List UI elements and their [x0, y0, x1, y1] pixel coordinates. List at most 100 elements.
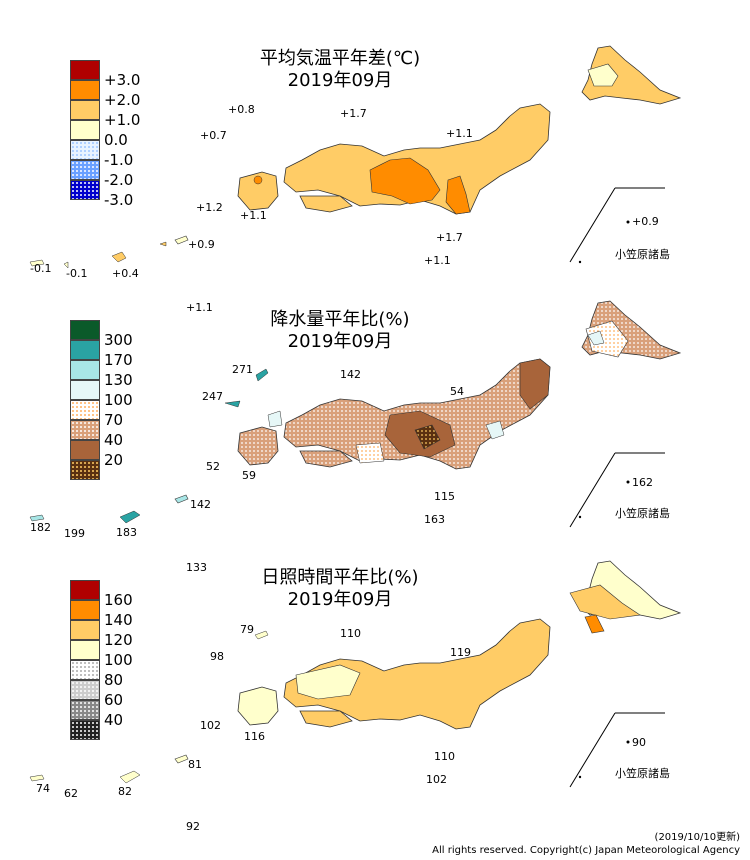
sunshine-title-line2: 2019年09月 — [287, 589, 393, 610]
temperature-panel: 平均気温平年差(℃) 2019年09月 +3.0 +2.0 +1.0 0.0 -… — [0, 0, 750, 314]
legend-label: 20 — [104, 451, 124, 469]
east-warm-zone — [445, 175, 471, 215]
legend-label: 0.0 — [104, 131, 128, 149]
station-value: +0.4 — [112, 267, 139, 280]
station-value: -0.1 — [66, 267, 88, 280]
shikoku-region — [299, 450, 353, 468]
legend-label: -3.0 — [104, 191, 134, 209]
station-value: 79 — [240, 623, 254, 636]
legend-swatch — [70, 160, 100, 180]
legend-label: 100 — [104, 391, 133, 409]
legend-swatch — [70, 720, 100, 740]
station-value: +1.1 — [186, 301, 213, 314]
honshu-region — [283, 618, 551, 730]
station-value: 54 — [450, 385, 464, 398]
hokkaido-region — [581, 45, 682, 105]
legend-label: 300 — [104, 331, 133, 349]
legend-label: 80 — [104, 671, 124, 689]
sunshine-title-line1: 日照時間平年比(%) — [261, 567, 419, 588]
legend-label: +3.0 — [104, 71, 141, 89]
legend-label: 100 — [104, 651, 133, 669]
shikoku-region — [299, 710, 353, 728]
ogasawara-label: 小笠原諸島 — [615, 248, 670, 261]
legend-swatch — [70, 440, 100, 460]
station-value: +0.9 — [632, 215, 659, 228]
legend-label: 60 — [104, 691, 124, 709]
sunshine-title: 日照時間平年比(%) 2019年09月 — [250, 567, 430, 611]
station-value: 163 — [424, 513, 445, 526]
legend-label: -1.0 — [104, 151, 134, 169]
station-value: 110 — [340, 627, 361, 640]
station-value: 247 — [202, 390, 223, 403]
legend-swatch — [70, 360, 100, 380]
footer: (2019/10/10更新) All rights reserved. Copy… — [432, 831, 740, 857]
station-value: 62 — [64, 787, 78, 800]
station-value: 133 — [186, 561, 207, 574]
legend-swatch — [70, 420, 100, 440]
shikoku-region — [299, 195, 353, 213]
legend-swatch — [70, 120, 100, 140]
station-value: 119 — [450, 646, 471, 659]
kyushu-region — [237, 426, 279, 466]
temperature-title-line1: 平均気温平年差(℃) — [259, 48, 421, 69]
station-value: +0.9 — [188, 238, 215, 251]
legend-swatch — [70, 580, 100, 600]
honshu-region — [283, 103, 551, 215]
station-value: 52 — [206, 460, 220, 473]
precipitation-title-line1: 降水量平年比(%) — [270, 309, 410, 330]
temperature-title-line2: 2019年09月 — [287, 70, 393, 91]
legend-swatch — [70, 400, 100, 420]
station-value: 102 — [200, 719, 221, 732]
ogasawara-label: 小笠原諸島 — [615, 767, 670, 780]
legend-label: +2.0 — [104, 91, 141, 109]
station-value: +1.7 — [340, 107, 367, 120]
station-value: 92 — [186, 820, 200, 833]
ogasawara-label: 小笠原諸島 — [615, 507, 670, 520]
legend-swatch — [70, 100, 100, 120]
legend-swatch — [70, 180, 100, 200]
station-value: +0.7 — [200, 129, 227, 142]
sunshine-map — [29, 560, 682, 788]
legend-label: 40 — [104, 431, 124, 449]
station-value: 199 — [64, 527, 85, 540]
legend-label: 170 — [104, 351, 133, 369]
station-value: 98 — [210, 650, 224, 663]
station-value: 102 — [426, 773, 447, 786]
station-value: 81 — [188, 758, 202, 771]
precipitation-title-line2: 2019年09月 — [287, 331, 393, 352]
legend-swatch — [70, 680, 100, 700]
temperature-map — [29, 45, 682, 269]
station-value: 90 — [632, 736, 646, 749]
sunshine-panel: 日照時間平年比(%) 2019年09月 160 140 120 100 80 6… — [0, 555, 750, 835]
kyushu-region — [237, 171, 279, 211]
station-value: 110 — [434, 750, 455, 763]
temperature-title: 平均気温平年差(℃) 2019年09月 — [250, 48, 430, 92]
station-value: 142 — [190, 498, 211, 511]
station-value: 182 — [30, 521, 51, 534]
station-value: 116 — [244, 730, 265, 743]
copyright-text: All rights reserved. Copyright(c) Japan … — [432, 845, 740, 856]
station-value: 82 — [118, 785, 132, 798]
central-warm-zone — [369, 157, 441, 205]
precipitation-map — [29, 300, 682, 528]
legend-swatch — [70, 460, 100, 480]
kyushu-region — [237, 686, 279, 726]
legend-label: 130 — [104, 371, 133, 389]
station-value: +1.1 — [424, 254, 451, 267]
station-value: +1.2 — [196, 201, 223, 214]
station-value: 59 — [242, 469, 256, 482]
legend-label: +1.0 — [104, 111, 141, 129]
station-value: +1.1 — [240, 209, 267, 222]
legend-swatch — [70, 80, 100, 100]
legend-label: 120 — [104, 631, 133, 649]
legend-swatch — [70, 140, 100, 160]
legend-swatch — [70, 600, 100, 620]
precipitation-title: 降水量平年比(%) 2019年09月 — [250, 309, 430, 353]
station-value: +0.8 — [228, 103, 255, 116]
station-value: +1.7 — [436, 231, 463, 244]
legend-swatch — [70, 60, 100, 80]
legend-label: -2.0 — [104, 171, 134, 189]
legend-label: 140 — [104, 611, 133, 629]
update-date: (2019/10/10更新) — [654, 832, 740, 843]
station-value: 142 — [340, 368, 361, 381]
